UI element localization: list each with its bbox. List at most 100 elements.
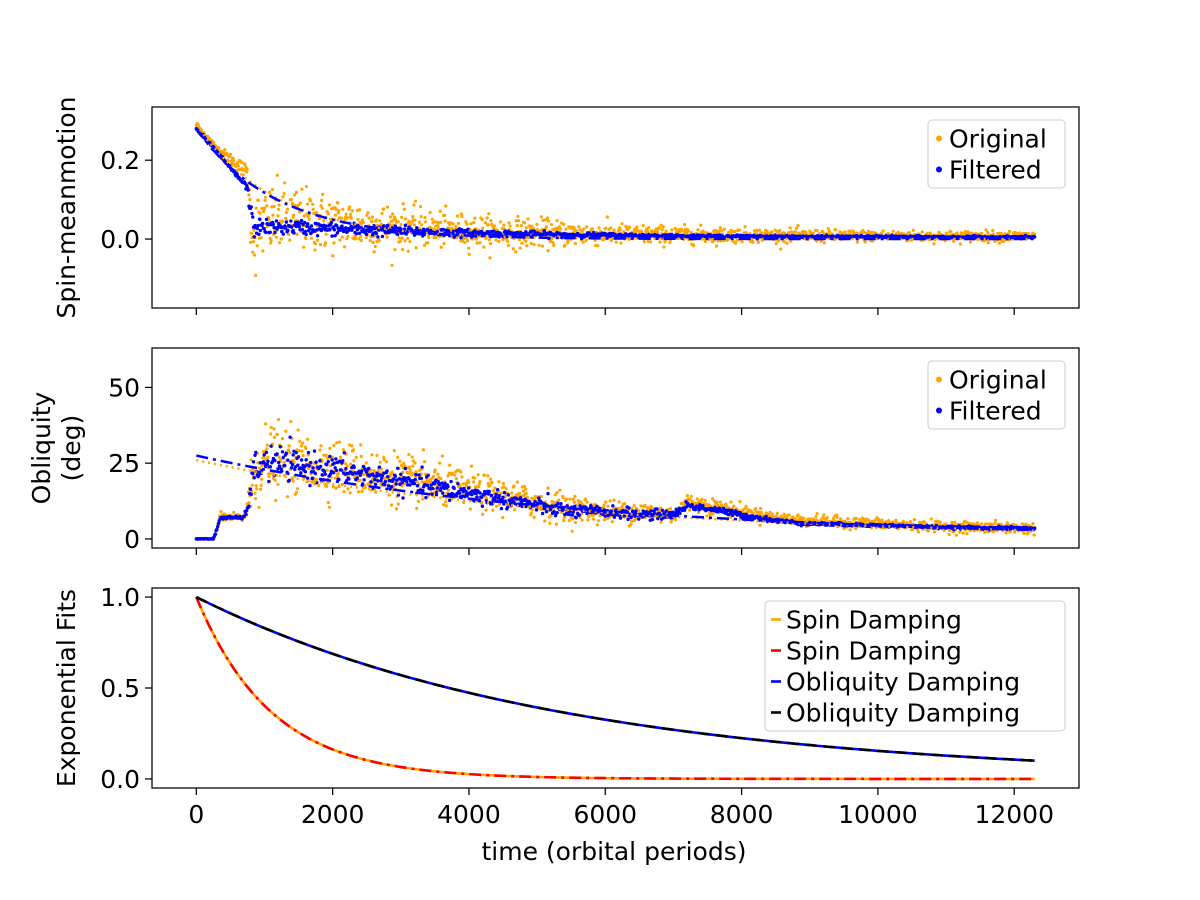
data-point bbox=[314, 460, 318, 464]
data-point bbox=[393, 224, 398, 228]
data-point bbox=[414, 470, 418, 474]
data-point bbox=[255, 244, 259, 248]
data-point bbox=[430, 492, 434, 496]
data-point bbox=[773, 228, 777, 232]
data-point bbox=[473, 476, 477, 480]
data-point bbox=[313, 471, 318, 476]
data-point bbox=[967, 231, 971, 236]
data-point bbox=[577, 513, 581, 517]
data-point bbox=[259, 487, 263, 491]
data-point bbox=[421, 489, 425, 493]
data-point bbox=[267, 190, 272, 194]
data-point bbox=[485, 216, 489, 220]
data-point bbox=[257, 505, 261, 509]
data-point bbox=[370, 220, 374, 224]
data-point bbox=[562, 222, 566, 226]
data-point bbox=[428, 210, 432, 215]
data-point bbox=[247, 501, 251, 505]
data-point bbox=[309, 236, 314, 240]
data-point bbox=[489, 218, 493, 223]
data-point bbox=[452, 486, 456, 491]
data-point bbox=[344, 467, 348, 471]
data-point bbox=[355, 476, 359, 480]
data-point bbox=[269, 241, 273, 245]
data-point bbox=[406, 249, 410, 253]
data-point bbox=[346, 234, 350, 239]
data-point bbox=[546, 249, 550, 253]
data-point bbox=[300, 449, 304, 453]
data-point bbox=[490, 481, 494, 485]
data-point bbox=[429, 483, 433, 487]
data-point bbox=[408, 483, 412, 487]
data-point bbox=[359, 238, 363, 243]
data-point bbox=[532, 242, 536, 247]
data-point bbox=[286, 458, 290, 462]
legend-marker bbox=[936, 135, 942, 142]
data-point bbox=[399, 215, 404, 219]
data-point bbox=[340, 482, 344, 487]
data-point bbox=[764, 514, 768, 519]
data-point bbox=[273, 435, 277, 439]
data-point bbox=[325, 468, 329, 472]
data-point bbox=[252, 476, 256, 480]
data-point bbox=[584, 238, 588, 243]
data-point bbox=[465, 494, 469, 498]
data-point bbox=[738, 500, 742, 504]
series-spin-3-dashdot-fit bbox=[195, 127, 1035, 241]
data-point bbox=[880, 518, 884, 522]
data-point bbox=[549, 514, 553, 518]
data-point bbox=[312, 449, 317, 453]
data-point bbox=[422, 243, 427, 248]
data-point bbox=[887, 518, 891, 523]
data-point bbox=[524, 504, 528, 509]
data-point bbox=[274, 235, 278, 239]
data-point bbox=[757, 228, 762, 232]
data-point bbox=[354, 455, 358, 460]
data-point bbox=[282, 191, 286, 196]
data-point bbox=[349, 212, 353, 216]
data-point bbox=[383, 483, 387, 487]
data-point bbox=[688, 497, 692, 501]
data-point bbox=[299, 471, 303, 475]
data-point bbox=[602, 237, 607, 241]
data-point bbox=[958, 242, 962, 246]
data-point bbox=[501, 495, 505, 500]
data-point bbox=[932, 242, 936, 246]
data-point bbox=[284, 220, 289, 224]
data-point bbox=[670, 228, 674, 232]
data-point bbox=[284, 451, 289, 456]
data-point bbox=[414, 246, 418, 250]
data-point bbox=[501, 481, 505, 486]
data-point bbox=[274, 498, 278, 503]
data-point bbox=[611, 504, 615, 508]
data-point bbox=[359, 443, 363, 447]
data-point bbox=[254, 450, 258, 455]
data-point bbox=[515, 497, 519, 501]
data-point bbox=[855, 240, 860, 244]
data-point bbox=[260, 206, 264, 211]
data-point bbox=[325, 463, 329, 467]
data-point bbox=[546, 491, 550, 496]
data-point bbox=[535, 222, 539, 227]
data-point bbox=[778, 228, 782, 233]
data-point bbox=[504, 487, 508, 491]
data-point bbox=[556, 501, 560, 506]
data-point bbox=[487, 489, 491, 494]
data-point bbox=[388, 215, 392, 219]
data-point bbox=[378, 219, 382, 223]
data-point bbox=[482, 245, 486, 249]
data-point bbox=[833, 228, 838, 232]
data-point bbox=[961, 531, 965, 535]
data-point bbox=[732, 504, 736, 508]
data-point bbox=[532, 515, 536, 520]
data-point bbox=[422, 460, 427, 464]
data-point bbox=[464, 484, 469, 488]
data-point bbox=[411, 215, 415, 219]
data-point bbox=[264, 422, 268, 426]
data-point bbox=[431, 474, 436, 478]
data-point bbox=[294, 190, 299, 194]
data-point bbox=[360, 489, 364, 494]
data-point bbox=[311, 202, 315, 206]
data-point bbox=[848, 528, 852, 532]
data-point bbox=[319, 444, 323, 448]
